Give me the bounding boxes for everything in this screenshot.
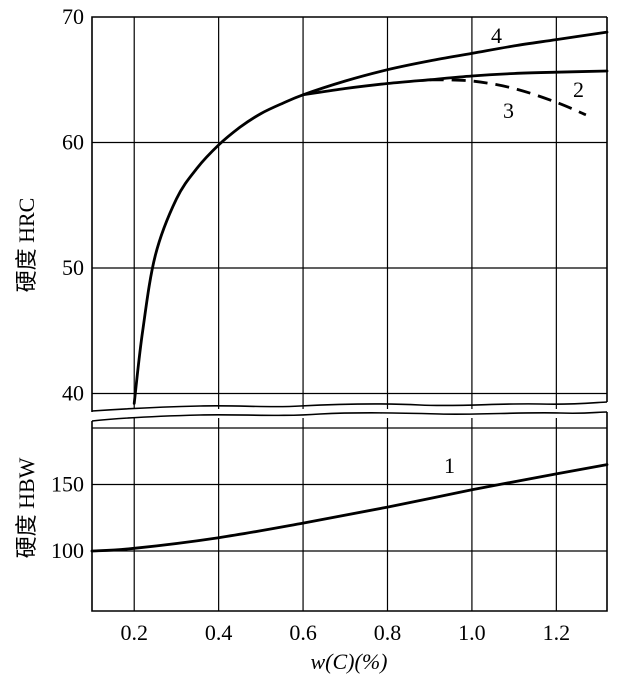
bottom-panel-frame (91, 412, 608, 612)
curve-1 (90, 463, 609, 553)
curve-label-3: 3 (503, 98, 514, 123)
top-y-tick-labels: 40 50 60 70 (62, 4, 84, 406)
top-panel-frame (91, 16, 608, 412)
curve-3 (429, 78, 587, 117)
x-tick-1.0: 1.0 (458, 620, 486, 645)
bottom-y-tick-labels: 100 150 (51, 472, 84, 564)
curve-label-1: 1 (444, 453, 455, 478)
bottom-y-tick-100: 100 (51, 538, 84, 563)
curve-2 (301, 69, 609, 97)
x-tick-labels: 0.2 0.4 0.6 0.8 1.0 1.2 (120, 620, 570, 645)
x-tick-0.4: 0.4 (205, 620, 233, 645)
axis-break-lower-edge (91, 411, 608, 422)
top-y-tick-50: 50 (62, 255, 84, 280)
axis-break-upper-edge (91, 401, 608, 412)
x-axis-label: w(C)(%) (311, 649, 388, 674)
x-tick-0.6: 0.6 (289, 620, 317, 645)
x-tick-1.2: 1.2 (543, 620, 571, 645)
bottom-panel-curves (90, 463, 609, 553)
top-y-axis-label: 硬度 HRC (14, 198, 39, 293)
curve-label-4: 4 (491, 23, 502, 48)
x-tick-0.8: 0.8 (374, 620, 402, 645)
top-panel-curves (132, 30, 609, 405)
bottom-y-axis-label: 硬度 HBW (14, 457, 39, 558)
curve-label-2: 2 (573, 77, 584, 102)
top-y-tick-60: 60 (62, 130, 84, 155)
curve-4 (132, 30, 609, 405)
top-y-tick-40: 40 (62, 381, 84, 406)
bottom-y-tick-150: 150 (51, 472, 84, 497)
bottom-panel-grid (92, 418, 607, 611)
top-y-tick-70: 70 (62, 4, 84, 29)
x-tick-0.2: 0.2 (120, 620, 148, 645)
